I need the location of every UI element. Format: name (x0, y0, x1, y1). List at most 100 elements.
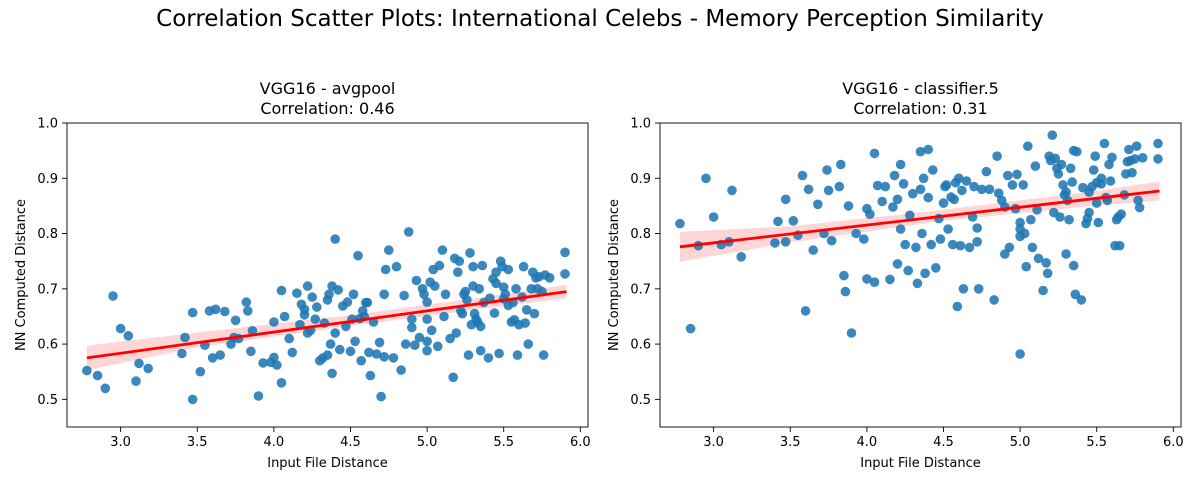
scatter-point (325, 339, 336, 349)
scatter-point (1003, 170, 1013, 181)
scatter-point (947, 239, 958, 250)
scatter-point (246, 346, 256, 357)
scatter-point (822, 165, 832, 175)
scatter-point (941, 180, 952, 190)
scatter-point (195, 366, 206, 377)
x-tick-label: 5.5 (493, 435, 514, 450)
scatter-point (560, 269, 570, 279)
scatter-point (348, 289, 359, 300)
scatter-point (187, 307, 198, 318)
scatter-point (1133, 195, 1143, 206)
scatter-point (800, 306, 811, 316)
scatter-point (675, 218, 685, 229)
scatter-point (1116, 209, 1126, 219)
scatter-point (935, 234, 946, 244)
scatter-point (475, 321, 486, 332)
scatter-point (880, 181, 891, 192)
scatter-point (958, 284, 969, 294)
scatter-point (912, 278, 923, 289)
scatter-point (342, 297, 353, 307)
scatter-point (895, 159, 906, 170)
scatter-point (869, 277, 880, 288)
scatter-point (407, 314, 417, 325)
axes-frame (66, 122, 589, 428)
scatter-point (973, 284, 984, 294)
scatter-point (220, 306, 230, 317)
scatter-point (279, 311, 290, 322)
scatter-point (889, 170, 900, 181)
scatter-point (865, 209, 875, 219)
scatter-point (1050, 153, 1061, 164)
y-tick-label: 1.0 (37, 117, 58, 132)
scatter-point (453, 267, 463, 278)
scatter-point (851, 228, 861, 239)
scatter-point (243, 306, 253, 316)
scatter-point (388, 353, 399, 363)
y-tick-label: 0.7 (630, 282, 651, 297)
scatter-point (989, 295, 999, 305)
scatter-point (468, 261, 478, 272)
scatter-point (302, 281, 313, 291)
scatter-point (803, 184, 814, 195)
scatter-point (92, 370, 103, 381)
scatter-point (489, 308, 500, 318)
scatter-point (451, 328, 462, 338)
scatter-point (322, 350, 333, 360)
scatter-point (491, 278, 501, 289)
x-tick-label: 5.0 (417, 435, 438, 450)
scatter-point (1105, 176, 1116, 186)
scatter-point (931, 263, 941, 273)
scatter-point (384, 245, 394, 255)
scatter-point (474, 284, 485, 294)
scatter-point (400, 339, 411, 349)
scatter-point (426, 325, 437, 336)
scatter-point (477, 260, 488, 271)
x-tick-label: 4.0 (857, 435, 878, 450)
scatter-point (422, 314, 432, 325)
scatter-point (1084, 207, 1094, 218)
scatter-point (1033, 253, 1044, 264)
y-tick-label: 0.6 (37, 338, 58, 353)
scatter-point (949, 194, 959, 205)
scatter-point (241, 297, 252, 307)
scatter-point (1091, 198, 1102, 208)
scatter-point (345, 346, 356, 357)
scatter-point (330, 328, 341, 338)
scatter-point (1104, 159, 1114, 170)
chart-title: VGG16 - avgpool (260, 79, 396, 98)
scatter-point (1041, 258, 1051, 268)
scatter-point (379, 289, 390, 300)
scatter-point (708, 212, 719, 222)
y-tick-label: 1.0 (630, 117, 651, 132)
scatter-point (123, 331, 134, 341)
scatter-point (433, 341, 443, 352)
scatter-point (457, 308, 468, 319)
scatter-point (380, 264, 391, 275)
scatter-point (356, 355, 367, 366)
scatter-point (448, 372, 459, 383)
scatter-point (736, 251, 746, 262)
scatter-point (839, 270, 849, 281)
figure-suptitle: Correlation Scatter Plots: International… (156, 6, 1044, 32)
scatter-point (374, 337, 385, 348)
x-tick-label: 4.0 (264, 435, 285, 450)
scatter-point (898, 179, 909, 189)
scatter-point (410, 340, 420, 351)
scatter-point (310, 314, 321, 325)
scatter-point (437, 245, 448, 255)
scatter-point (788, 216, 799, 226)
scatter-point (230, 315, 241, 326)
x-tick-label: 3.5 (187, 435, 208, 450)
scatter-point (813, 199, 823, 210)
scatter-point (923, 144, 933, 155)
x-tick-label: 6.0 (570, 435, 591, 450)
scatter-point (272, 360, 282, 370)
scatter-point (1015, 217, 1025, 228)
scatter-point (131, 376, 141, 386)
scatter-point (1007, 180, 1018, 190)
y-tick-label: 0.9 (630, 172, 651, 187)
x-tick-label: 4.5 (933, 435, 954, 450)
scatter-point (1056, 159, 1067, 170)
y-tick-label: 0.5 (630, 393, 651, 408)
